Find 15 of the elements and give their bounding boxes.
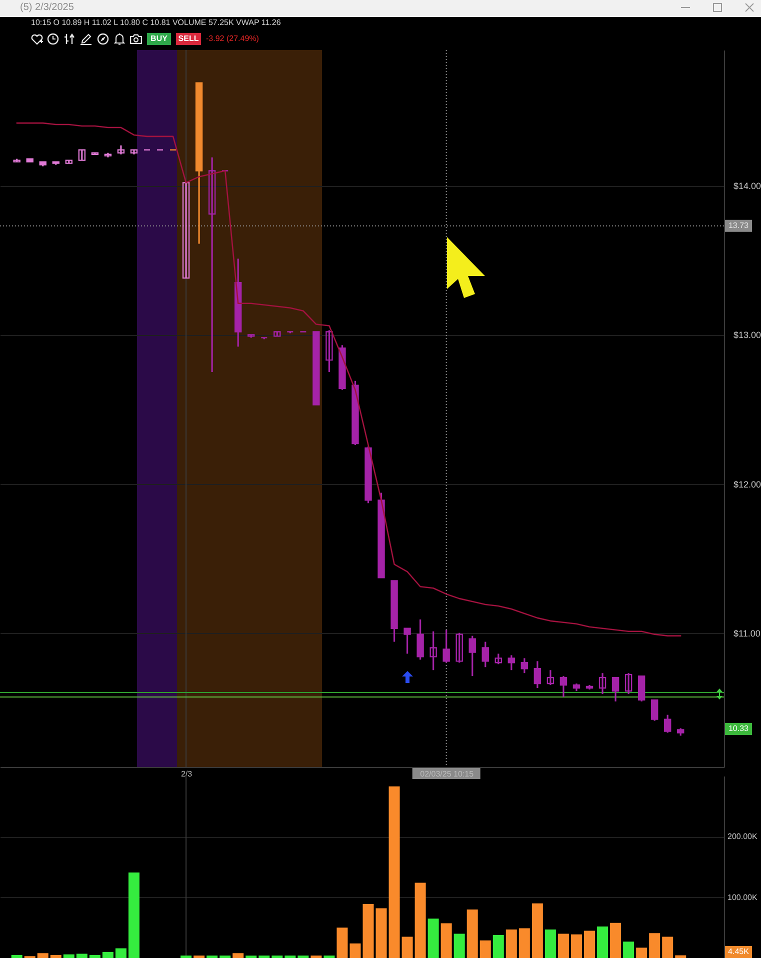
y-tick-label: $11.00 — [734, 628, 760, 638]
x-tick-label: 2/3 — [180, 770, 193, 778]
text: 10.33 — [728, 724, 750, 733]
ref-line-label: 13.73 — [728, 220, 750, 230]
text: 4.45K — [728, 947, 750, 956]
text: BUY — [147, 33, 171, 45]
y-tick-label: 100.00K — [728, 892, 758, 902]
y-tick-label: $12.00 — [734, 479, 761, 490]
y-tick-label: 200.00K — [728, 832, 758, 842]
text: -3.92 (27.49%) — [206, 33, 259, 45]
text: SELL — [176, 33, 201, 45]
y-tick-label: $14.00 — [734, 181, 761, 192]
chart-title: (5) 2/3/2025 — [20, 2, 74, 13]
y-tick-label: $13.00 — [734, 330, 761, 340]
chart-subtitle: 10:15 O 10.89 H 11.02 L 10.80 C 10.81 VOLUME 57.25K VWAP 11.26 — [31, 18, 281, 28]
